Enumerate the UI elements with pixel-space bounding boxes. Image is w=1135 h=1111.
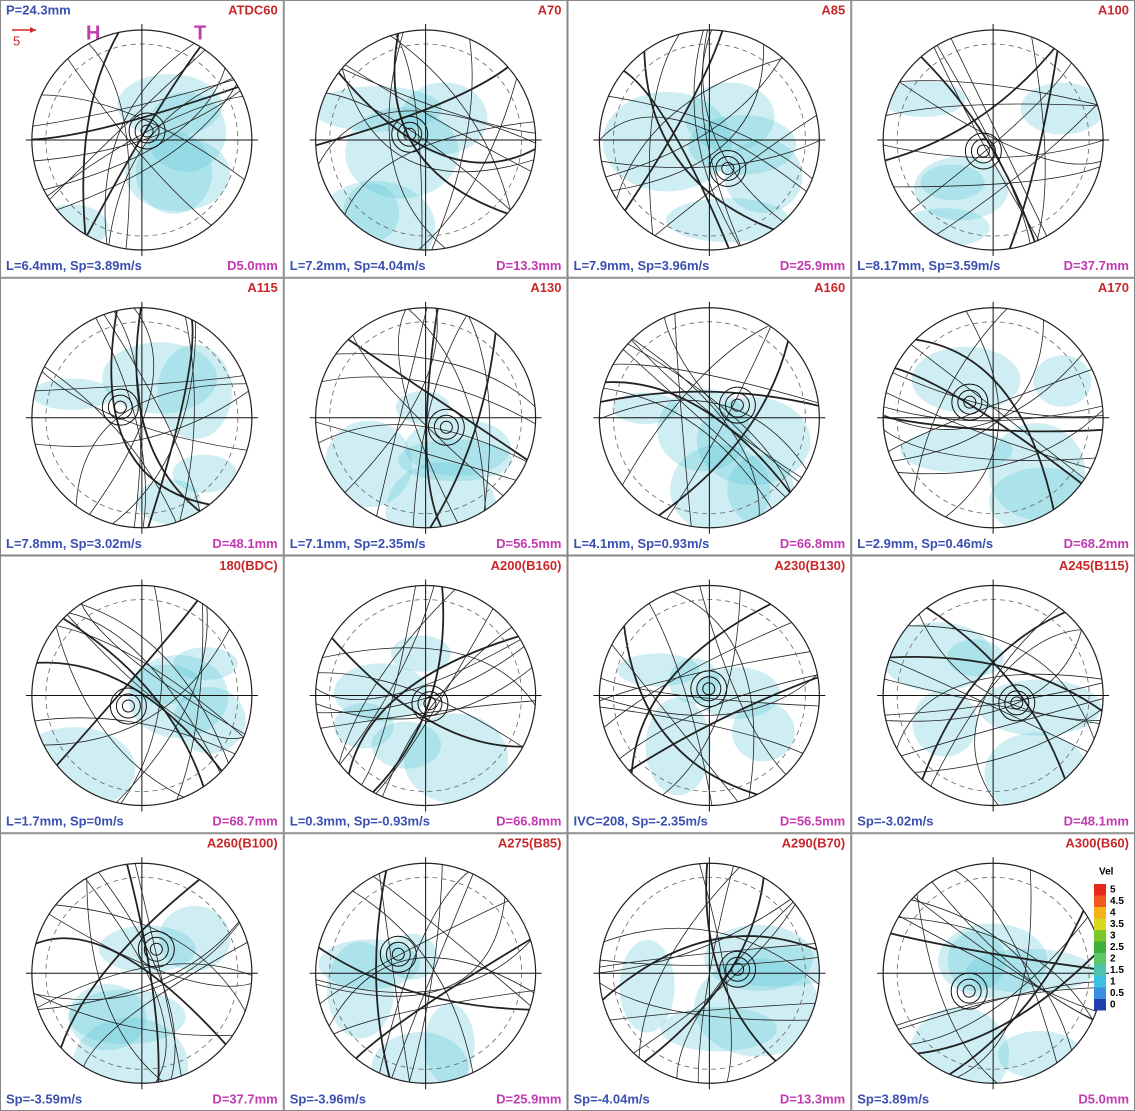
colorbar-swatch <box>1094 930 1106 942</box>
lift-speed: L=0.3mm, Sp=-0.93m/s <box>290 814 430 829</box>
colorbar-tick: 4 <box>1110 907 1116 918</box>
velocity-region <box>666 198 789 242</box>
velocity-region <box>396 391 450 424</box>
lift-speed: L=6.4mm, Sp=3.89m/s <box>6 258 142 273</box>
flow-field <box>874 600 1114 816</box>
colorbar-swatch <box>1094 919 1106 931</box>
crank-angle: A115 <box>247 280 277 295</box>
vortex-line <box>971 139 995 163</box>
lift-speed: L=7.2mm, Sp=4.04m/s <box>290 258 426 273</box>
colorbar-swatch <box>1094 896 1106 908</box>
crank-angle: A85 <box>821 2 845 17</box>
displacement: D=37.7mm <box>1064 258 1129 273</box>
velocity-region <box>989 423 1086 520</box>
streamline <box>936 301 999 524</box>
crank-angle: A170 <box>1098 280 1129 295</box>
colorbar-tick: 1 <box>1110 976 1116 987</box>
colorbar-tick: 4.5 <box>1110 896 1124 907</box>
displacement: D=66.8mm <box>780 536 845 551</box>
displacement: D=25.9mm <box>496 1091 561 1106</box>
displacement: D=48.1mm <box>1064 814 1129 829</box>
colorbar-tick: 0 <box>1110 999 1116 1010</box>
lift-speed: L=7.8mm, Sp=3.02m/s <box>6 536 142 551</box>
displacement: D5.0mm <box>1078 1091 1129 1106</box>
lift-speed: L=7.9mm, Sp=3.96m/s <box>574 258 710 273</box>
velocity-region <box>173 647 237 680</box>
vortex-line <box>977 145 989 157</box>
velocity-region <box>620 940 675 1033</box>
velocity-region <box>998 1031 1082 1079</box>
displacement: D=48.1mm <box>212 536 277 551</box>
colorbar-swatch <box>1094 988 1106 1000</box>
lift-speed: Sp=-3.59m/s <box>6 1091 82 1106</box>
flow-field <box>880 858 1114 1102</box>
flow-field <box>12 575 258 813</box>
velocity-region <box>727 455 794 524</box>
colorbar-swatch <box>1094 999 1106 1011</box>
crank-angle: A70 <box>538 2 562 17</box>
displacement: D=13.3mm <box>496 258 561 273</box>
velocity-region <box>12 727 135 811</box>
crank-angle: A130 <box>530 280 561 295</box>
scale-arrow-head <box>30 27 36 33</box>
displacement: D=68.2mm <box>1064 536 1129 551</box>
displacement: D5.0mm <box>227 258 278 273</box>
crank-angle: A100 <box>1098 2 1129 17</box>
thrust-side-label: T <box>194 22 206 44</box>
displacement: D=25.9mm <box>780 258 845 273</box>
crank-angle: ATDC60 <box>228 2 278 17</box>
velocity-region <box>102 342 217 413</box>
displacement: D=66.8mm <box>496 814 561 829</box>
crank-angle: A290(B70) <box>782 836 846 851</box>
colorbar-tick: 5 <box>1110 884 1116 895</box>
colorbar-tick: 0.5 <box>1110 988 1124 999</box>
colorbar-swatch <box>1094 965 1106 977</box>
displacement: D=37.7mm <box>212 1091 277 1106</box>
colorbar-swatch <box>1094 976 1106 988</box>
lift-speed: L=1.7mm, Sp=0m/s <box>6 814 124 829</box>
crank-angle: A300(B60) <box>1065 836 1129 851</box>
crank-angle: 180(BDC) <box>219 558 278 573</box>
velocity-region <box>1033 355 1091 407</box>
displacement: D=56.5mm <box>780 814 845 829</box>
colorbar-swatch <box>1094 953 1106 965</box>
colorbar-swatch <box>1094 907 1106 919</box>
scale-label: 5 <box>13 33 20 48</box>
displacement: D=68.7mm <box>212 814 277 829</box>
colorbar-swatch <box>1094 884 1106 896</box>
crank-angle: A275(B85) <box>498 836 562 851</box>
colorbar-tick: 3 <box>1110 930 1116 941</box>
displacement: D=56.5mm <box>496 536 561 551</box>
lift-speed: Sp=-3.02m/s <box>857 814 933 829</box>
colorbar-title: Vel <box>1099 867 1114 878</box>
colorbar-tick: 2.5 <box>1110 942 1124 953</box>
colorbar-tick: 1.5 <box>1110 965 1124 976</box>
lift-speed: Sp=3.89m/s <box>857 1091 929 1106</box>
crank-angle: A200(B160) <box>491 558 562 573</box>
crank-angle: A260(B100) <box>207 836 278 851</box>
lift-speed: Sp=-3.96m/s <box>290 1091 366 1106</box>
velocity-region <box>398 439 512 481</box>
lift-speed: IVC=208, Sp=-2.35m/s <box>574 814 708 829</box>
colorbar-swatch <box>1094 942 1106 954</box>
crank-angle: A230(B130) <box>774 558 845 573</box>
lift-speed: L=7.1mm, Sp=2.35m/s <box>290 536 426 551</box>
velocity-region <box>35 205 108 250</box>
pressure-label: P=24.3mm <box>6 2 71 17</box>
lift-speed: L=2.9mm, Sp=0.46m/s <box>857 536 993 551</box>
colorbar-tick: 3.5 <box>1110 919 1124 930</box>
velocity-region <box>914 157 1008 221</box>
colorbar-tick: 2 <box>1110 953 1116 964</box>
lift-speed: L=4.1mm, Sp=0.93m/s <box>574 536 710 551</box>
lift-speed: L=8.17mm, Sp=3.59m/s <box>857 258 1000 273</box>
figure: P=24.3mm 5 H T ATDC60L=6.4mm, Sp=3.89m/s… <box>0 0 1135 1111</box>
displacement: D=13.3mm <box>780 1091 845 1106</box>
velocity-region <box>912 690 977 757</box>
crank-angle: A245(B115) <box>1059 558 1129 573</box>
crank-angle: A160 <box>814 280 845 295</box>
lift-speed: Sp=-4.04m/s <box>574 1091 650 1106</box>
